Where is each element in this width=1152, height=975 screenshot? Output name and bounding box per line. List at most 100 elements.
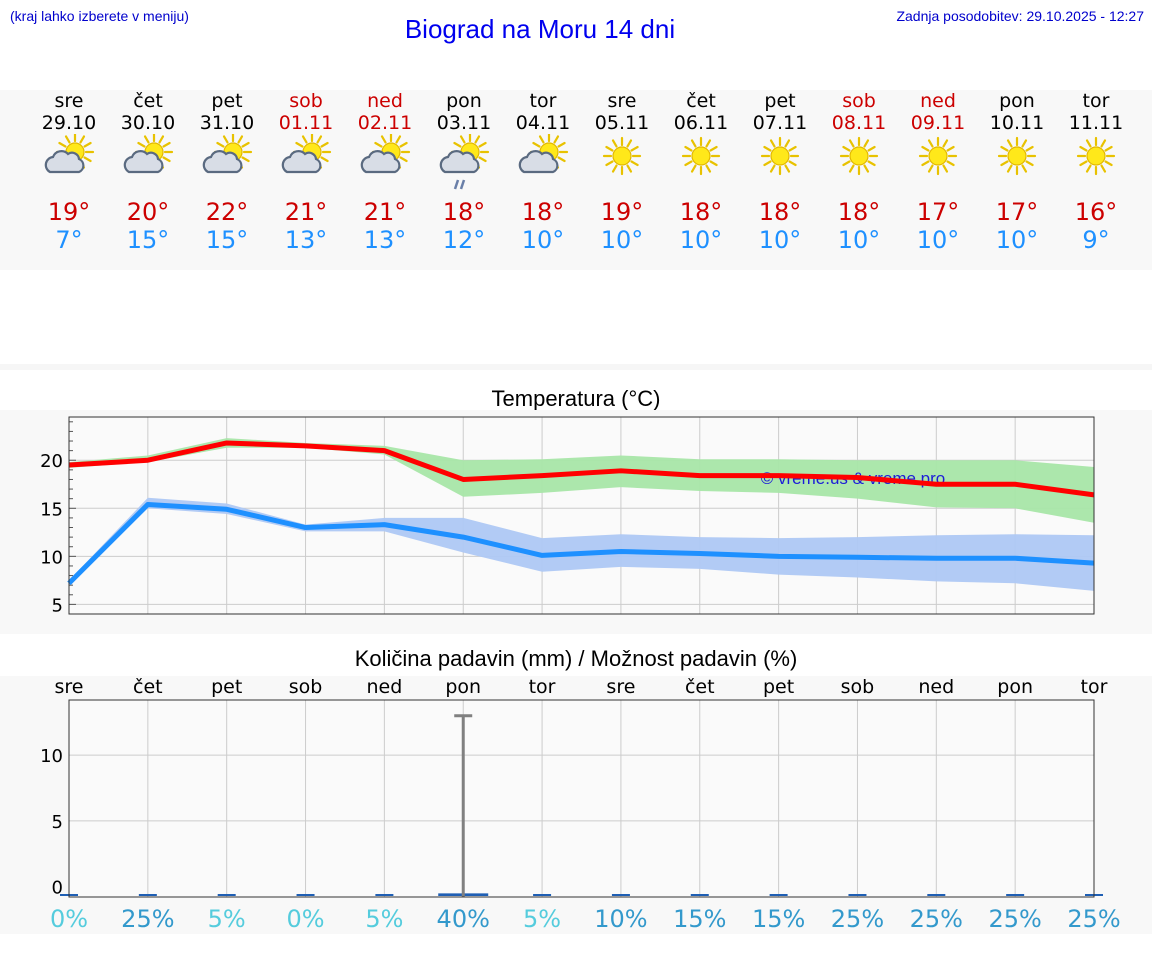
temp-band-max <box>69 438 1094 523</box>
temp-y-tick: 15 <box>40 499 63 520</box>
day-date: 10.11 <box>989 112 1045 134</box>
precip-probability: 0% <box>286 905 325 933</box>
min-temp: 15° <box>205 226 249 254</box>
precip-probability: 25% <box>1067 905 1121 933</box>
precip-bar <box>1006 894 1025 896</box>
day-name: sob <box>842 90 876 112</box>
max-temp: 18° <box>837 198 881 226</box>
partly-cloudy-icon <box>202 132 253 174</box>
precip-probability: 5% <box>207 905 246 933</box>
precip-plot-frame <box>68 699 1095 898</box>
day-name: tor <box>529 90 557 112</box>
weather-icon-holder <box>1070 134 1122 196</box>
precip-bar <box>533 894 552 896</box>
temp-y-tick: 10 <box>40 547 63 568</box>
precip-bar <box>611 894 630 896</box>
precip-probability: 10% <box>594 905 648 933</box>
precip-day-label: pon <box>445 676 482 698</box>
partly-cloudy-icon <box>123 132 174 174</box>
min-temp: 13° <box>363 226 407 254</box>
day-name: čet <box>686 90 716 112</box>
day-name: tor <box>1082 90 1110 112</box>
temp-line-max <box>68 440 1095 498</box>
precip-day-label: tor <box>1080 676 1108 698</box>
day-name: čet <box>133 90 163 112</box>
sun-icon <box>1076 136 1116 176</box>
min-temp: 10° <box>916 226 960 254</box>
day-name: ned <box>367 90 403 112</box>
page-title: Biograd na Moru 14 dni <box>404 14 676 44</box>
day-name: sre <box>54 90 84 112</box>
day-date: 01.11 <box>278 112 334 134</box>
precip-day-label: čet <box>684 676 715 698</box>
weather-icon-holder <box>675 134 727 196</box>
day-date: 03.11 <box>436 112 492 134</box>
sun-icon <box>681 136 721 176</box>
max-temp: 18° <box>521 198 565 226</box>
max-temp: 20° <box>126 198 170 226</box>
weather-icon-holder <box>833 134 885 196</box>
sun-icon <box>997 136 1037 176</box>
weather-icon-holder <box>43 132 95 196</box>
weather-icon-holder <box>754 134 806 196</box>
temp-plot-frame <box>68 416 1095 615</box>
weather-icon-holder <box>359 132 411 196</box>
precip-day-label: ned <box>366 676 403 698</box>
partly-cloudy-rain-icon <box>439 132 490 190</box>
day-name: pon <box>446 90 482 112</box>
sun-icon <box>760 136 800 176</box>
weather-icon-holder <box>991 134 1043 196</box>
precip-bar <box>927 894 946 896</box>
precip-probability: 25% <box>988 905 1042 933</box>
precip-probability: 0% <box>49 905 89 933</box>
precip-day-label: sre <box>54 676 84 698</box>
precip-bar <box>375 894 394 896</box>
min-temp: 10° <box>758 226 802 254</box>
separator <box>0 364 1152 370</box>
partly-cloudy-icon <box>518 132 569 174</box>
min-temp: 10° <box>521 226 565 254</box>
precip-bar <box>296 894 315 896</box>
sun-icon <box>602 136 642 176</box>
precip-day-label: čet <box>133 676 163 698</box>
day-date: 31.10 <box>199 112 255 134</box>
max-temp: 21° <box>363 198 407 226</box>
temp-y-tick: 20 <box>40 451 63 472</box>
min-temp: 10° <box>679 226 723 254</box>
min-temp: 10° <box>600 226 644 254</box>
min-temp: 12° <box>442 226 486 254</box>
day-date: 04.11 <box>515 112 571 134</box>
precip-probability: 25% <box>830 905 885 933</box>
temperature-chart-title: Temperatura (°C) <box>491 386 661 411</box>
weather-icon-holder <box>201 132 253 196</box>
day-date: 11.11 <box>1068 112 1124 134</box>
sun-icon <box>839 136 879 176</box>
precip-day-label: pet <box>211 676 243 698</box>
precip-y-tick: 10 <box>40 746 63 767</box>
weather-icon-holder <box>912 134 964 196</box>
precip-day-label: ned <box>918 676 955 698</box>
weather-icon-holder <box>438 132 490 196</box>
day-name: pon <box>999 90 1035 112</box>
max-temp: 16° <box>1074 198 1118 226</box>
precip-probability: 40% <box>436 905 490 933</box>
last-update: Zadnja posodobitev: 29.10.2025 - 12:27 <box>896 8 1144 24</box>
partly-cloudy-icon <box>360 132 411 174</box>
precip-bar <box>138 894 157 896</box>
min-temp: 9° <box>1082 226 1110 254</box>
temp-band-min <box>69 497 1094 591</box>
max-temp: 19° <box>47 198 91 226</box>
precip-probability: 25% <box>121 905 175 933</box>
day-date: 02.11 <box>357 112 413 134</box>
min-temp: 7° <box>55 226 83 254</box>
max-temp: 18° <box>758 198 802 226</box>
precip-probability: 15% <box>673 905 727 933</box>
precip-day-label: sre <box>606 676 636 698</box>
min-temp: 10° <box>837 226 881 254</box>
day-date: 05.11 <box>594 112 650 134</box>
precip-day-label: pon <box>997 676 1033 698</box>
weather-icon-holder <box>596 134 648 196</box>
day-name: pet <box>211 90 243 112</box>
max-temp: 21° <box>284 198 328 226</box>
